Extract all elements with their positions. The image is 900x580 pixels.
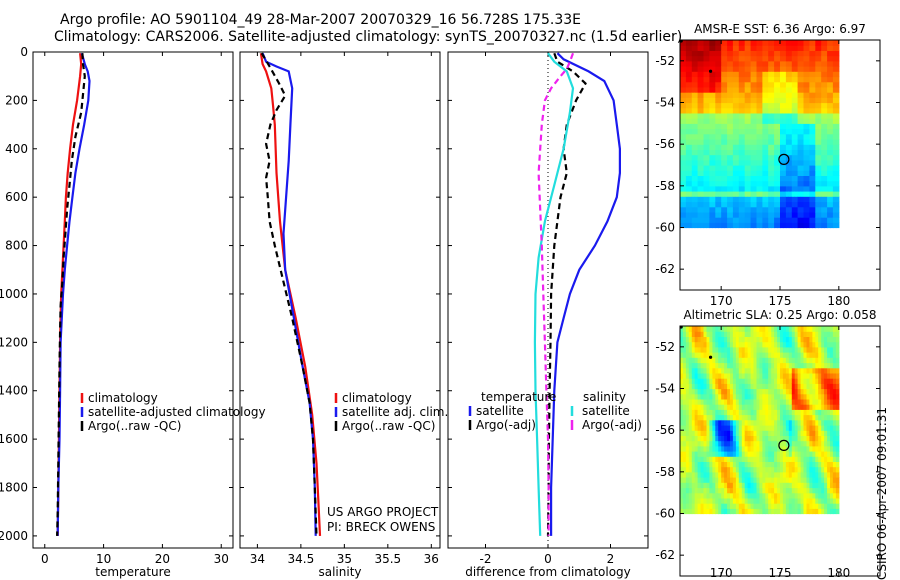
y-tick-label: -54 (655, 382, 675, 396)
x-tick-label: 20 (155, 552, 170, 566)
legend-label: satellite (476, 404, 524, 418)
legend-label: satellite-adjusted climatology (88, 405, 266, 419)
prev-position-marker (708, 355, 713, 359)
series-line (537, 52, 575, 536)
y-tick-label: 2000 (0, 529, 28, 543)
y-tick-label: 1800 (0, 481, 28, 495)
map-field (680, 40, 840, 229)
x-tick-label: 34 (250, 552, 265, 566)
y-tick-label: -58 (655, 179, 675, 193)
x-tick-label: -2 (480, 552, 492, 566)
y-tick-label: -60 (655, 221, 675, 235)
series-line (56, 52, 91, 536)
legend-label: climatology (88, 391, 158, 405)
x-tick-label: 30 (214, 552, 229, 566)
map-title: AMSR-E SST: 6.36 Argo: 6.97 (694, 22, 866, 36)
panel-salinity: 34 34.5 35 35.5 36 salinity climatologysatelli… (239, 51, 448, 579)
y-tick-label: 1200 (0, 335, 28, 349)
series-line (259, 53, 322, 536)
y-tick-label: 1600 (0, 432, 28, 446)
legend-label: Argo(..raw -QC) (342, 419, 435, 433)
y-tick-label: -56 (655, 423, 675, 437)
timestamp-label: CSIRO 06-Apr-2007 09:01:31 (875, 406, 889, 580)
y-tick-label: -60 (655, 507, 675, 521)
series-line (533, 52, 575, 536)
y-tick-label: 0 (20, 45, 28, 59)
figure-title-line2: Climatology: CARS2006. Satellite-adjuste… (54, 29, 683, 45)
y-tick-label: 400 (5, 142, 28, 156)
x-tick-label: 180 (827, 294, 850, 308)
x-tick-label: 36 (424, 552, 439, 566)
y-tick-label: 1400 (0, 384, 28, 398)
y-tick-label: 600 (5, 190, 28, 204)
legend-label: Argo(-adj) (582, 418, 642, 432)
y-tick-label: -62 (655, 548, 675, 562)
y-tick-label: -52 (655, 54, 675, 68)
panel-temperature: 0 200 400 600 800 1000 1200 1400 1600 1800 2000 0 10… (0, 45, 266, 579)
y-tick-label: -54 (655, 96, 675, 110)
float-position-marker (778, 153, 790, 165)
y-tick-label: 800 (5, 239, 28, 253)
legend-label: Argo(..raw -QC) (88, 419, 181, 433)
panel-sla_map: Altimetric SLA: 0.25 Argo: 0.058 -52 -54 -5… (655, 308, 881, 580)
credit-line: PI: BRECK OWENS (327, 520, 435, 534)
y-tick-label: -52 (655, 340, 675, 354)
x-tick-label: 175 (769, 566, 792, 580)
x-tick-label: 0 (544, 552, 552, 566)
credit-line: US ARGO PROJECT (327, 505, 439, 519)
y-tick-label: -62 (655, 262, 675, 276)
x-tick-label: 180 (827, 566, 850, 580)
map-title: Altimetric SLA: 0.25 Argo: 0.058 (683, 308, 876, 322)
map-field (680, 326, 840, 515)
x-axis-label: salinity (318, 565, 361, 579)
legend-label: Argo(-adj) (476, 418, 536, 432)
prev-position-marker (679, 39, 683, 43)
x-tick-label: 170 (710, 566, 733, 580)
figure-title-line1: Argo profile: AO 5901104_49 28-Mar-2007 … (60, 12, 581, 28)
y-tick-label: 200 (5, 93, 28, 107)
timestamp-label-wrapper: CSIRO 06-Apr-2007 09:01:31 (873, 330, 891, 580)
legend-label: climatology (342, 391, 412, 405)
x-tick-label: 175 (769, 294, 792, 308)
y-tick-label: 1000 (0, 287, 28, 301)
panel-frame-salinity (239, 51, 441, 549)
legend-title: temperature (481, 390, 556, 404)
float-position-marker (778, 439, 790, 451)
series-line (546, 52, 587, 536)
prev-position-marker (708, 69, 713, 73)
series-line (260, 52, 318, 536)
x-tick-label: 10 (96, 552, 111, 566)
series-line (56, 53, 86, 536)
panel-frame-temperature (32, 51, 234, 549)
prev-position-marker (679, 325, 683, 329)
x-tick-label: 34.5 (288, 552, 315, 566)
y-tick-label: -56 (655, 137, 675, 151)
x-tick-label: 170 (710, 294, 733, 308)
legend-title: salinity (583, 390, 626, 404)
y-tick-label: -58 (655, 465, 675, 479)
panel-sst_map: AMSR-E SST: 6.36 Argo: 6.97 -52 -54 -56 -58 -… (655, 22, 881, 308)
x-axis-label: temperature (95, 565, 170, 579)
x-tick-label: 35.5 (374, 552, 401, 566)
series-line (549, 52, 622, 536)
legend-label: satellite adj. clim. (342, 405, 448, 419)
legend-label: satellite (582, 404, 630, 418)
x-axis-label: difference from climatology (465, 565, 631, 579)
x-tick-label: 0 (41, 552, 49, 566)
x-tick-label: 35 (337, 552, 352, 566)
x-tick-label: 2 (607, 552, 615, 566)
